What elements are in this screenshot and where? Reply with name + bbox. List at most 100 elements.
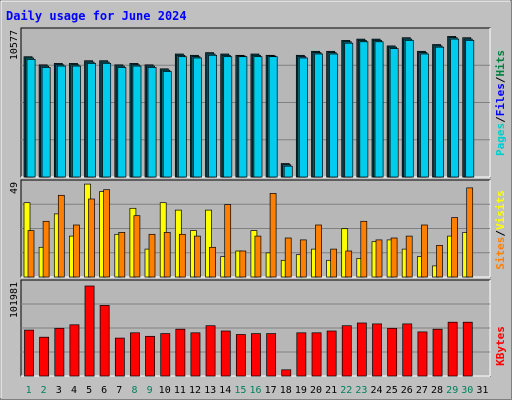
- visits-bar-sites-day-11: [178, 233, 186, 278]
- visits-bar-sites-day-19: [299, 239, 307, 278]
- visits-bar-sites-day-17: [269, 193, 277, 278]
- kbytes-bar-kbytes-day-22: [341, 325, 352, 377]
- x-tick-label-day-31: 31: [476, 385, 488, 396]
- kbytes-bar-kbytes-day-8: [130, 332, 140, 377]
- visits-bar-sites-day-8: [133, 215, 141, 278]
- x-tick-label-day-8: 8: [131, 385, 137, 396]
- x-tick-label-day-22: 22: [340, 385, 352, 396]
- hits-bar-pages-day-14: [223, 56, 233, 178]
- visits-bar-sites-day-18: [284, 237, 292, 278]
- kbytes-bar-kbytes-day-9: [145, 335, 155, 377]
- visits-bar-visits-day-13: [205, 209, 212, 278]
- x-tick-label-day-9: 9: [147, 385, 153, 396]
- x-tick-label-day-12: 12: [189, 385, 201, 396]
- hits-bar-pages-day-15: [238, 56, 248, 178]
- x-tick-label-day-1: 1: [26, 385, 32, 396]
- x-tick-label-day-27: 27: [416, 385, 428, 396]
- x-tick-label-day-28: 28: [431, 385, 443, 396]
- visits-bar-sites-day-28: [436, 245, 443, 278]
- visits-legend: Sites/Visits: [494, 190, 507, 270]
- kbytes-bar-kbytes-day-23: [356, 322, 367, 377]
- hits-bar-pages-day-3: [56, 65, 66, 178]
- x-tick-label-day-21: 21: [325, 385, 337, 396]
- hits-bar-pages-day-13: [208, 54, 217, 178]
- kbytes-legend: KBytes: [494, 326, 507, 366]
- x-tick-label-day-23: 23: [355, 385, 367, 396]
- hits-bar-pages-day-8: [132, 65, 142, 178]
- hits-bar-pages-day-27: [420, 53, 429, 178]
- visits-bar-sites-day-26: [405, 235, 413, 278]
- visits-bar-sites-day-5: [88, 198, 95, 278]
- chart-title: Daily usage for June 2024: [6, 9, 187, 23]
- chart-panels: 10577Pages/Files/Hits49Sites/Visits10198…: [9, 27, 507, 377]
- x-tick-label-day-5: 5: [86, 385, 92, 396]
- x-tick-label-day-14: 14: [219, 385, 231, 396]
- kbytes-bar-kbytes-day-4: [69, 324, 80, 377]
- kbytes-bar-kbytes-day-7: [114, 337, 125, 377]
- kbytes-bar-kbytes-day-17: [266, 333, 277, 377]
- kbytes-y-tick-label: 101981: [9, 282, 20, 318]
- visits-bar-sites-day-4: [73, 224, 80, 278]
- hits-bar-pages-day-10: [162, 71, 172, 178]
- kbytes-bar-kbytes-day-18: [281, 369, 292, 377]
- kbytes-bar-kbytes-day-14: [220, 330, 231, 377]
- kbytes-bar-kbytes-day-3: [54, 327, 65, 377]
- kbytes-bar-kbytes-day-24: [372, 323, 382, 377]
- x-tick-label-day-2: 2: [41, 385, 47, 396]
- visits-bar-sites-day-7: [118, 232, 126, 278]
- x-tick-label-day-24: 24: [370, 385, 382, 396]
- panel-visits: 49 Sites/Visits: [9, 179, 507, 278]
- visits-bar-sites-day-14: [224, 204, 232, 278]
- visits-bar-sites-day-25: [390, 237, 398, 278]
- hits-legend-item: Hits: [494, 50, 507, 77]
- visits-bar-sites-day-15: [239, 250, 247, 278]
- kbytes-bar-kbytes-day-2: [39, 336, 50, 377]
- kbytes-bar-kbytes-day-16: [251, 333, 261, 377]
- panel-kbytes: 101981 KBytes: [9, 279, 507, 377]
- kbytes-bar-kbytes-day-25: [387, 327, 398, 377]
- hits-bar-pages-day-22: [344, 42, 354, 178]
- x-tick-label-day-30: 30: [461, 385, 473, 396]
- visits-bar-sites-day-13: [209, 246, 216, 278]
- x-tick-label-day-17: 17: [265, 385, 277, 396]
- hits-bar-pages-day-23: [359, 41, 369, 178]
- hits-legend-item: Files: [494, 83, 507, 116]
- hits-bar-pages-day-5: [87, 63, 96, 178]
- kbytes-bar-kbytes-day-13: [205, 325, 216, 377]
- hits-bar-pages-day-1: [26, 59, 36, 178]
- x-tick-label-day-4: 4: [71, 385, 77, 396]
- hits-bar-pages-day-21: [329, 53, 339, 178]
- visits-bar-sites-day-21: [330, 248, 337, 278]
- x-tick-label-day-19: 19: [295, 385, 307, 396]
- x-tick-label-day-3: 3: [56, 385, 62, 396]
- hits-legend: Pages/Files/Hits: [494, 50, 507, 156]
- visits-bar-sites-day-12: [194, 235, 201, 278]
- x-tick-label-day-29: 29: [446, 385, 458, 396]
- kbytes-bar-kbytes-day-30: [462, 321, 473, 377]
- x-tick-label-day-13: 13: [204, 385, 216, 396]
- hits-legend-item: Pages: [494, 123, 507, 156]
- x-tick-label-day-16: 16: [249, 385, 261, 396]
- visits-bar-sites-day-10: [163, 232, 171, 278]
- x-tick-label-day-20: 20: [310, 385, 322, 396]
- hits-bar-pages-day-6: [102, 63, 112, 178]
- hits-bar-pages-day-28: [435, 46, 444, 178]
- kbytes-bar-kbytes-day-10: [160, 333, 171, 377]
- kbytes-bar-kbytes-day-20: [311, 332, 322, 377]
- kbytes-bar-kbytes-day-19: [296, 332, 307, 377]
- hits-bar-pages-day-11: [177, 56, 187, 178]
- x-tick-label-day-10: 10: [159, 385, 171, 396]
- visits-bar-sites-day-3: [57, 194, 65, 278]
- visits-legend-item: Sites: [494, 237, 507, 270]
- x-tick-label-day-25: 25: [386, 385, 398, 396]
- hits-bar-pages-day-25: [389, 48, 399, 178]
- x-tick-label-day-7: 7: [116, 385, 122, 396]
- visits-bar-sites-day-23: [360, 220, 368, 278]
- hits-bar-pages-day-9: [147, 67, 157, 178]
- visits-bar-sites-day-1: [27, 230, 35, 278]
- hits-bar-pages-day-30: [465, 40, 475, 178]
- hits-bar-pages-day-16: [253, 56, 263, 178]
- kbytes-bar-kbytes-day-6: [99, 305, 110, 377]
